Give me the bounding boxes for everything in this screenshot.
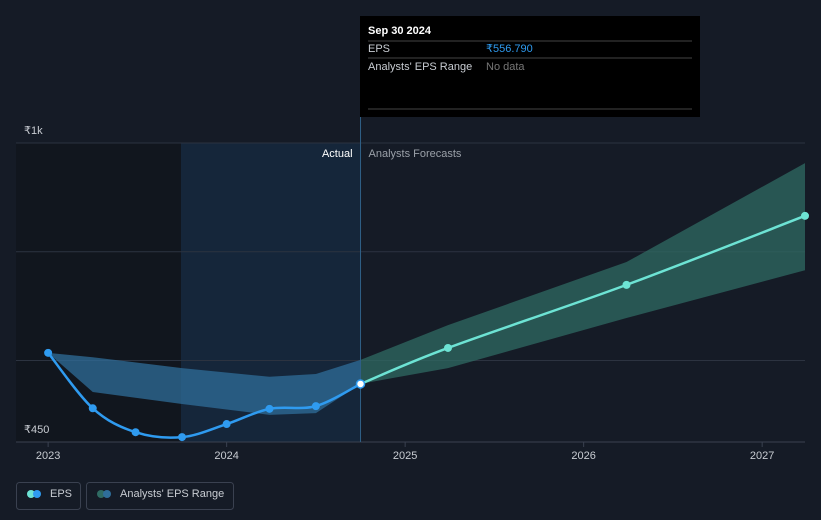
eps-point <box>178 433 187 442</box>
eps-point <box>88 404 97 413</box>
tooltip-date: Sep 30 2024 <box>368 25 432 37</box>
legend-swatch <box>27 490 35 498</box>
legend-swatch <box>33 490 41 498</box>
range-band <box>48 352 361 415</box>
x-tick-label: 2027 <box>750 450 774 462</box>
tooltip-label: Analysts' EPS Range <box>368 61 472 73</box>
x-tick-label: 2023 <box>36 450 60 462</box>
divider-label: Actual <box>322 148 353 160</box>
eps-point <box>222 420 231 429</box>
y-tick-label: ₹450 <box>24 424 49 436</box>
tooltip-box <box>360 16 700 117</box>
tooltip-value: ₹556.790 <box>486 43 533 55</box>
x-tick-label: 2025 <box>393 450 417 462</box>
x-tick-label: 2024 <box>214 450 238 462</box>
legend-item[interactable] <box>16 482 81 510</box>
eps-point <box>44 348 53 357</box>
tooltip: Sep 30 2024 EPS ₹556.790 Analysts' EPS R… <box>360 16 700 117</box>
range-band <box>360 163 805 384</box>
legend-item[interactable] <box>86 482 234 510</box>
tooltip-label: EPS <box>368 43 390 55</box>
legend-swatch <box>103 490 111 498</box>
legend-label: Analysts' EPS Range <box>120 488 224 500</box>
forecast-point <box>801 211 809 220</box>
legend: EPS Analysts' EPS Range <box>16 482 234 510</box>
eps-point <box>265 404 274 413</box>
tooltip-value: No data <box>486 61 525 73</box>
forecast-line <box>360 214 806 386</box>
eps-point <box>131 428 140 437</box>
divider-label: Analysts Forecasts <box>369 148 462 160</box>
legend-swatch <box>97 490 105 498</box>
eps-point <box>311 402 320 411</box>
forecast-point <box>622 280 631 289</box>
x-tick-label: 2026 <box>571 450 595 462</box>
hover-point <box>355 379 366 389</box>
forecast-point <box>443 343 452 352</box>
legend-label: EPS <box>50 488 72 500</box>
y-tick-label: ₹1k <box>24 125 43 137</box>
